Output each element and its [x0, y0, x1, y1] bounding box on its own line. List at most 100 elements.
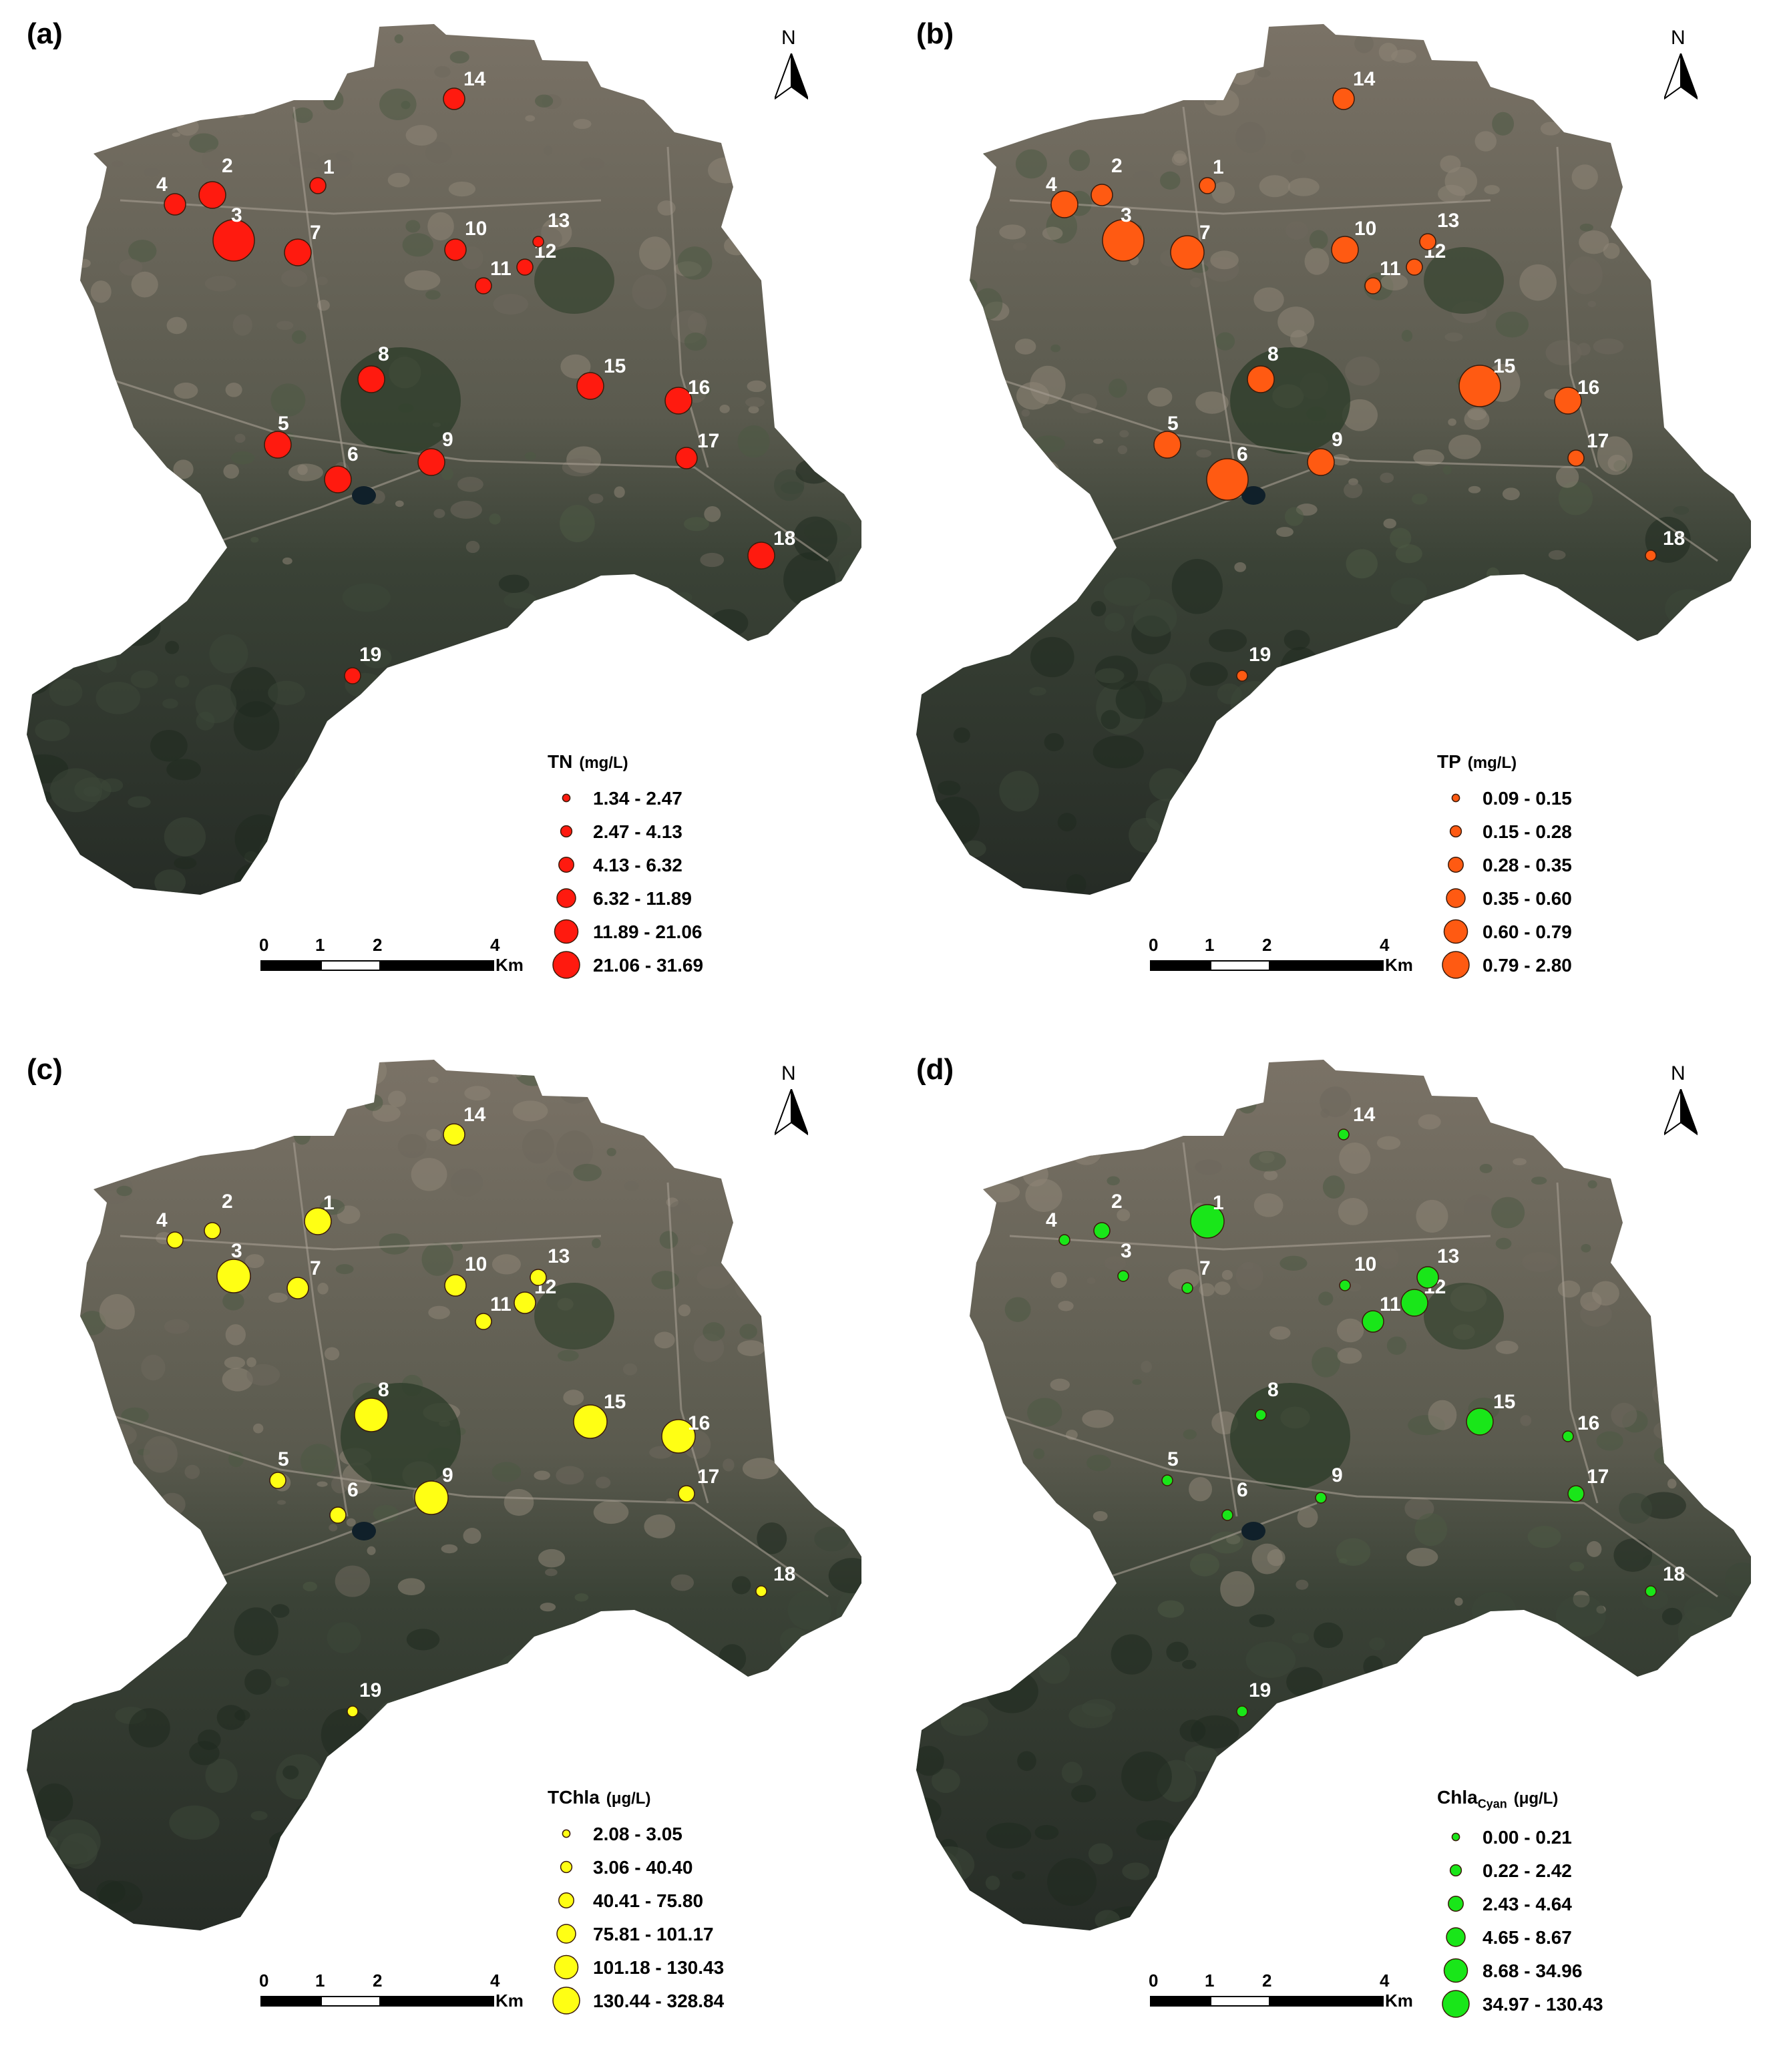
legend-symbol [1448, 1895, 1464, 1912]
legend-range: 75.81 - 101.17 [593, 1924, 714, 1944]
lake [1241, 1522, 1265, 1540]
sample-site-label: 16 [1577, 1412, 1599, 1434]
legend-class-row: 6.32 - 11.89 [548, 882, 828, 915]
sample-site-marker [1364, 277, 1382, 294]
legend-range: 0.28 - 0.35 [1482, 855, 1572, 875]
sample-site-label: 5 [278, 413, 289, 435]
sample-site-marker [1058, 1234, 1070, 1246]
sample-site-marker [1331, 236, 1359, 264]
legend-class-row: 101.18 - 130.43 [548, 1951, 828, 1985]
sample-site-label: 10 [465, 218, 487, 240]
sample-site-label: 11 [490, 1293, 512, 1315]
scale-segment [1150, 960, 1210, 971]
legend-range: 2.43 - 4.64 [1482, 1893, 1572, 1914]
scale-tick: 1 [315, 1971, 325, 1991]
scale-tick: 0 [259, 935, 269, 955]
legend-unit: (μg/L) [1513, 1790, 1559, 1808]
legend-range: 40.41 - 75.80 [593, 1890, 704, 1911]
legend-symbol-circle [1442, 1989, 1470, 2018]
sample-site-marker [164, 193, 186, 216]
sample-site-marker [1206, 458, 1249, 501]
legend-range: 0.09 - 0.15 [1482, 788, 1572, 809]
legend-symbol [556, 1924, 576, 1944]
sample-site-label: 13 [548, 210, 570, 232]
scale-tick: 0 [1149, 935, 1159, 955]
scale-unit: Km [496, 955, 524, 975]
sample-site-label: 18 [773, 528, 795, 550]
sample-site-marker [1554, 387, 1582, 415]
sample-site-label: 5 [1167, 1448, 1179, 1470]
north-letter: N [781, 27, 796, 49]
sample-site-marker [1170, 235, 1205, 270]
sample-site-marker [1307, 448, 1335, 476]
legend-variable: Chla [1437, 1787, 1478, 1808]
sample-site-label: 11 [1380, 258, 1401, 280]
sample-site-label: 4 [156, 174, 168, 196]
legend-range: 0.22 - 2.42 [1482, 1860, 1572, 1881]
map-panel-chla: (d) 1 2 3 4 5 6 7 8 9 10 11 12 13 14 15 16 17 18 19 N ChlaCya… [890, 1036, 1779, 2071]
sample-site-marker [1419, 233, 1436, 250]
legend-symbol-circle [1446, 1926, 1466, 1947]
map-panel-tn: (a) 1 2 3 4 5 6 7 8 9 10 11 12 13 14 15 16 17 18 19 N TN (mg/L… [0, 0, 890, 1036]
map-panel-tchla: (c) 1 2 3 4 5 6 7 8 9 10 11 12 13 14 15 16 17 18 19 N TChla (μ… [0, 1036, 890, 2071]
sample-site-label: 10 [465, 1253, 487, 1275]
sample-site-marker [444, 1274, 467, 1297]
sample-site-label: 1 [323, 156, 335, 178]
sample-site-marker [1567, 1485, 1585, 1502]
sample-site-marker [444, 238, 467, 261]
scale-segment [321, 960, 381, 971]
legend-variable: TP [1437, 751, 1461, 772]
sample-site-label: 7 [1199, 1257, 1211, 1279]
sample-site-marker [1181, 1282, 1193, 1294]
legend-range: 101.18 - 130.43 [593, 1957, 725, 1978]
legend-range: 0.60 - 0.79 [1482, 921, 1572, 942]
sample-site-marker [357, 365, 385, 393]
legend-title: TN (mg/L) [548, 751, 828, 773]
legend-range: 8.68 - 34.96 [1482, 1960, 1583, 1981]
legend-class-row: 0.28 - 0.35 [1437, 849, 1718, 882]
sample-site-marker [1406, 258, 1423, 276]
sample-site-label: 4 [1046, 1209, 1057, 1231]
sample-site-label: 6 [347, 443, 359, 465]
legend-symbol-circle [1448, 1895, 1464, 1912]
scale-segment [1270, 1996, 1384, 2007]
sample-site-label: 10 [1354, 218, 1376, 240]
sample-site-marker [1091, 184, 1113, 206]
sample-site-marker [443, 87, 465, 110]
sample-site-marker [344, 667, 361, 684]
sample-site-label: 19 [359, 644, 381, 666]
legend-unit: (μg/L) [606, 1790, 651, 1808]
sample-site-marker [1562, 1430, 1574, 1442]
sample-site-marker [1117, 1270, 1129, 1282]
sample-site-label: 5 [1167, 413, 1179, 435]
sample-site-marker [664, 387, 693, 415]
sample-site-marker [1221, 1509, 1233, 1521]
scale-segment [321, 1996, 381, 2007]
scale-segment [1150, 1996, 1210, 2007]
sample-site-marker [443, 1123, 465, 1146]
sample-site-marker [1050, 190, 1078, 218]
north-letter: N [1671, 27, 1686, 49]
sample-site-label: 17 [1587, 430, 1609, 452]
scale-unit: Km [1385, 1991, 1413, 2011]
sample-site-marker [1190, 1204, 1225, 1239]
sample-site-marker [198, 181, 226, 209]
sample-site-marker [1416, 1266, 1439, 1289]
sample-site-marker [304, 1207, 332, 1235]
sample-site-label: 1 [1213, 1192, 1224, 1214]
legend-unit: (mg/L) [1467, 754, 1517, 772]
legend-range: 0.00 - 0.21 [1482, 1826, 1572, 1848]
sample-site-marker [573, 1404, 608, 1439]
scale-bar: 0 1 2 4 Km [254, 1971, 548, 2031]
lake [352, 1522, 376, 1540]
legend-range: 4.13 - 6.32 [593, 855, 682, 875]
sample-site-label: 9 [442, 429, 453, 451]
sample-site-label: 14 [463, 68, 486, 90]
sample-site-marker [204, 1222, 221, 1239]
legend-title: TP (mg/L) [1437, 751, 1718, 773]
legend-class-row: 3.06 - 40.40 [548, 1851, 828, 1884]
sample-site-label: 19 [1249, 1679, 1271, 1701]
legend-symbol [560, 825, 573, 838]
